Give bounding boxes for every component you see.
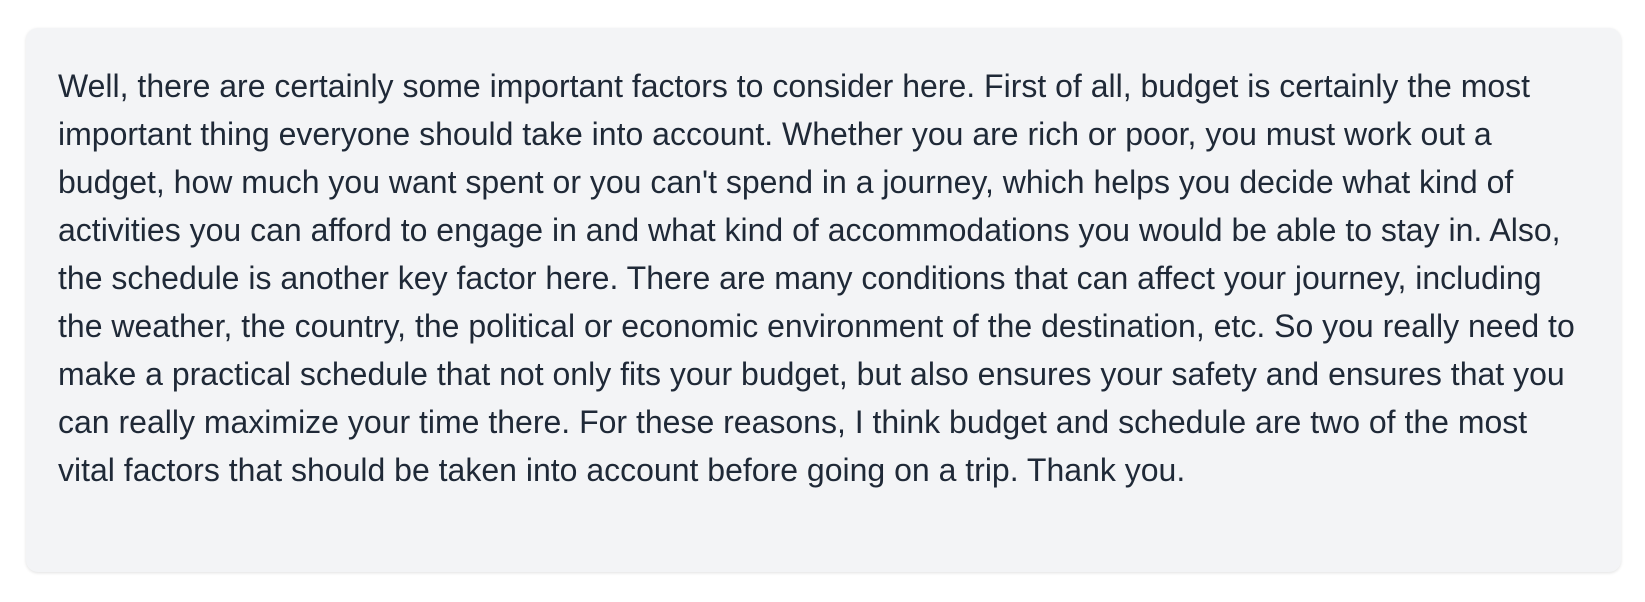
response-text: Well, there are certainly some important… — [58, 68, 1575, 488]
response-card: Well, there are certainly some important… — [26, 28, 1621, 572]
